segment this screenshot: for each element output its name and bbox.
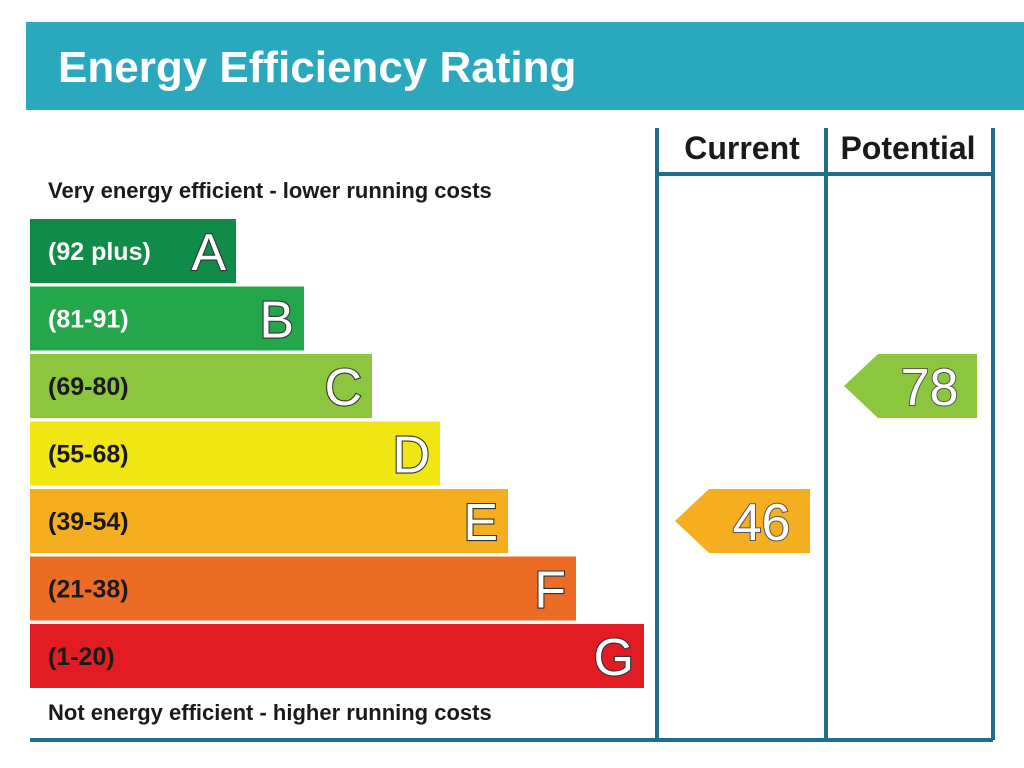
bottom-caption: Not energy efficient - higher running co… (48, 700, 492, 725)
current-arrow (675, 489, 810, 553)
band-letter-b: B (259, 292, 294, 350)
band-range-d: (55-68) (48, 441, 129, 469)
band-letter-d: D (392, 427, 430, 485)
band-letter-e: E (463, 494, 498, 552)
band-range-f: (21-38) (48, 576, 129, 604)
band-bar-f (30, 556, 576, 621)
header-bar (26, 22, 1024, 110)
band-range-b: (81-91) (48, 306, 129, 334)
band-letter-f: F (534, 562, 566, 620)
top-caption: Very energy efficient - lower running co… (48, 178, 492, 203)
band-range-a: (92 plus) (48, 238, 151, 266)
chart-title: Energy Efficiency Rating (58, 43, 576, 92)
band-range-c: (69-80) (48, 373, 129, 401)
band-letter-a: A (191, 224, 226, 282)
band-range-g: (1-20) (48, 643, 115, 671)
potential-arrow (844, 354, 977, 418)
rating-arrows: 46 78 (675, 354, 977, 553)
band-bar-e (30, 489, 508, 553)
band-range-e: (39-54) (48, 508, 129, 536)
column-frame (30, 128, 995, 742)
current-rating-value: 46 (733, 494, 791, 552)
band-bar-a (30, 219, 236, 283)
potential-rating-value: 78 (901, 359, 959, 417)
band-bar-d (30, 421, 440, 486)
band-bar-b (30, 286, 304, 351)
potential-column-header: Potential (840, 130, 975, 166)
band-bar-c (30, 354, 372, 418)
band-letter-g: G (594, 629, 634, 687)
band-letter-c: C (324, 359, 362, 417)
rating-bands: (92 plus) A (81-91) B (69-80) C (55-68) D (39-54… (30, 219, 644, 688)
band-bar-g (30, 624, 644, 688)
current-column-header: Current (684, 130, 800, 166)
